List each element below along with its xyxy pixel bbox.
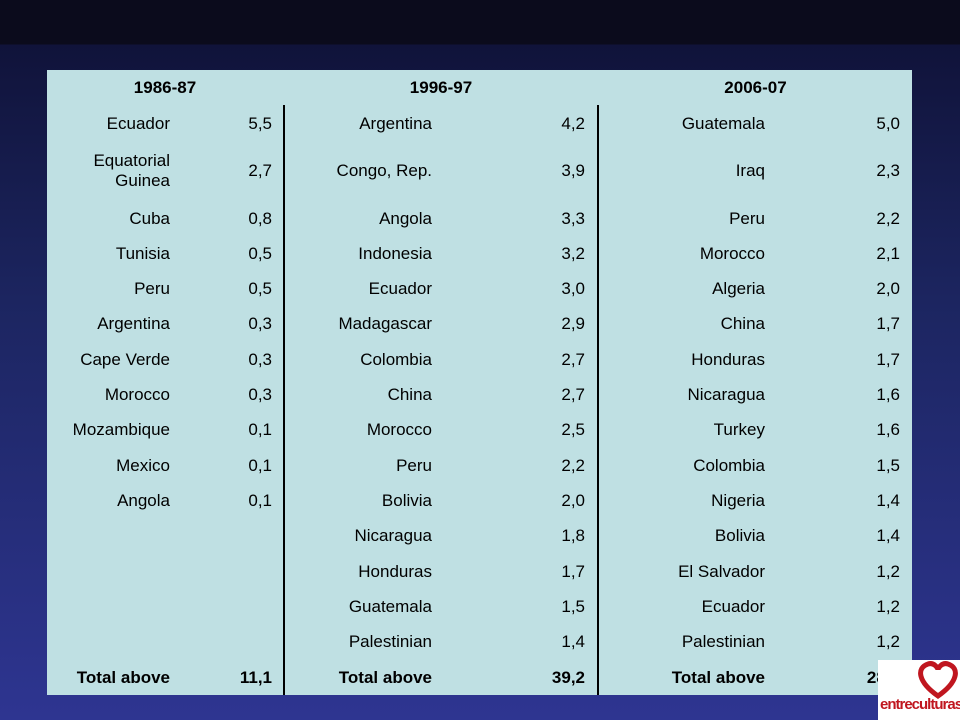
country: Peru	[729, 208, 765, 228]
value: 2,7	[561, 385, 585, 404]
value: 1,4	[876, 490, 900, 510]
country: Madagascar	[338, 314, 432, 334]
value: 2,7	[248, 161, 272, 180]
country: Tunisia	[115, 243, 170, 263]
country: Nicaragua	[354, 526, 433, 546]
value: 2,9	[561, 314, 585, 334]
value: 1,2	[876, 632, 900, 652]
value: 3,0	[561, 279, 585, 299]
country: Morocco	[366, 420, 432, 440]
value: 2,5	[561, 420, 585, 440]
country: Angola	[379, 208, 432, 228]
value: 3,2	[561, 243, 585, 263]
value: 1,4	[876, 526, 900, 546]
country: Cuba	[129, 208, 170, 228]
country: Argentina	[359, 113, 432, 133]
country: Ecuador	[701, 596, 765, 616]
country: Cape Verde	[80, 349, 170, 369]
value: 3,9	[561, 161, 585, 180]
value: 0,1	[248, 420, 272, 440]
country: Bolivia	[381, 490, 432, 510]
country: Colombia	[693, 455, 765, 475]
value: 0,5	[248, 279, 272, 299]
country: Turkey	[713, 420, 765, 440]
country: El Salvador	[678, 561, 765, 581]
logo: entreculturas	[878, 660, 960, 720]
country: Indonesia	[358, 243, 432, 263]
value: 1,2	[876, 596, 900, 616]
value: 1,6	[876, 385, 900, 404]
value: 1,4	[561, 632, 585, 652]
country: Mozambique	[72, 420, 170, 440]
country: Argentina	[97, 314, 170, 334]
country: Congo, Rep.	[336, 161, 432, 180]
logo-heart	[918, 661, 958, 700]
total-value: 11,1	[239, 667, 272, 687]
value: 1,7	[876, 349, 900, 369]
column-divider	[597, 105, 599, 695]
value: 2,7	[561, 349, 585, 369]
value: 0,3	[248, 349, 272, 369]
value: 0,3	[248, 385, 272, 404]
value: 1,5	[561, 596, 585, 616]
value: 1,8	[561, 526, 585, 546]
country: China	[720, 314, 765, 334]
value: 0,5	[248, 243, 272, 263]
value: 1,5	[876, 455, 900, 475]
country: Honduras	[358, 561, 432, 581]
country: Angola	[117, 490, 170, 510]
value: 1,6	[876, 420, 900, 440]
logo-text: entreculturas	[880, 696, 960, 713]
value: 1,2	[876, 561, 900, 581]
value: 0,8	[248, 208, 272, 228]
table: 1986-87 Ecuador 5,5 Equatorial Guinea 2,7 Cub…	[47, 70, 912, 695]
value: 0,1	[248, 490, 272, 510]
value: 5,0	[876, 113, 900, 133]
total-label: Total above	[338, 667, 432, 687]
country: Equatorial Guinea	[93, 151, 170, 190]
column-header: 1996-97	[409, 78, 473, 97]
country: China	[387, 385, 432, 404]
country: Ecuador	[368, 279, 432, 299]
country: Palestinian	[681, 632, 765, 652]
country: Peru	[396, 455, 432, 475]
value: 2,2	[876, 208, 900, 228]
country: Palestinian	[348, 632, 432, 652]
value: 0,1	[248, 455, 272, 475]
value: 1,7	[561, 561, 585, 581]
country: Guatemala	[681, 113, 765, 133]
country: Bolivia	[714, 526, 765, 546]
column-header: 2006-07	[724, 78, 787, 97]
country: Ecuador	[106, 113, 170, 133]
value: 3,3	[561, 208, 585, 228]
value: 4,2	[561, 113, 585, 133]
country: Morocco	[104, 385, 170, 404]
country: Colombia	[360, 349, 432, 369]
total-value: 39,2	[551, 667, 585, 687]
value: 2,3	[876, 161, 900, 180]
column-header: 1986-87	[133, 78, 197, 97]
country: Nigeria	[711, 490, 765, 510]
total-label: Total above	[76, 667, 170, 687]
total-label: Total above	[671, 667, 765, 687]
country: Mexico	[116, 455, 170, 475]
value: 0,3	[248, 314, 272, 334]
country: Iraq	[735, 161, 765, 180]
value: 1,7	[876, 314, 900, 334]
country: Peru	[134, 279, 170, 299]
column-divider	[283, 105, 285, 695]
country: Nicaragua	[687, 385, 766, 404]
value: 2,0	[561, 490, 585, 510]
country: Honduras	[691, 349, 765, 369]
value: 2,0	[876, 279, 900, 299]
country: Guatemala	[348, 596, 432, 616]
country: Morocco	[699, 243, 765, 263]
value: 2,1	[876, 243, 900, 263]
value: 2,2	[561, 455, 585, 475]
value: 5,5	[248, 113, 272, 133]
country: Algeria	[712, 279, 765, 299]
